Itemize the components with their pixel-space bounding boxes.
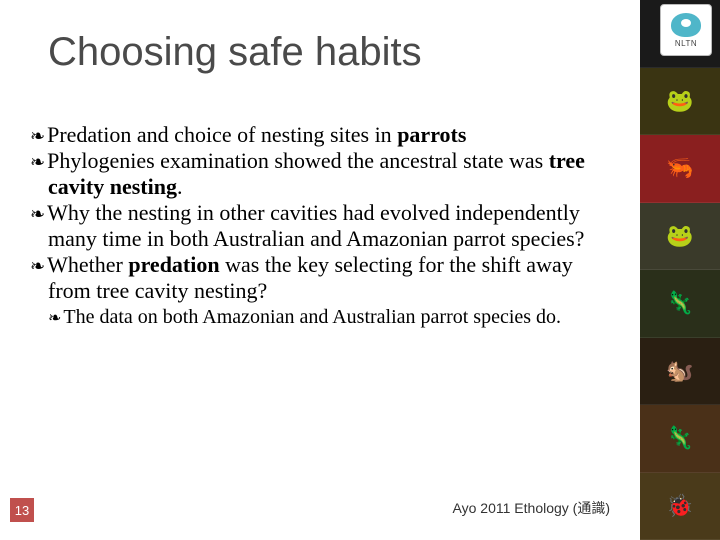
slide: NLTN 🐸🦐🐸🦎🐿️🦎🐞 Choosing safe habits Preda… xyxy=(0,0,720,540)
slide-title: Choosing safe habits xyxy=(48,30,422,75)
sidebar-tile: 🦎 xyxy=(640,405,720,473)
bird-icon xyxy=(671,13,701,37)
bullet-item: Why the nesting in other cavities had ev… xyxy=(30,200,590,252)
logo-text: NLTN xyxy=(675,39,697,48)
sub-bullet-item: The data on both Amazonian and Australia… xyxy=(30,306,590,330)
page-number: 13 xyxy=(10,498,34,522)
footer-text: Ayo 2011 Ethology (通識) xyxy=(453,498,610,518)
logo-badge: NLTN xyxy=(660,4,712,56)
sidebar-tile: 🦐 xyxy=(640,135,720,203)
sidebar-tile: 🐞 xyxy=(640,473,720,540)
sidebar-tile: 🐿️ xyxy=(640,338,720,406)
bullet-item: Phylogenies examination showed the ances… xyxy=(30,148,590,200)
slide-body: Predation and choice of nesting sites in… xyxy=(30,122,590,329)
sidebar-tile: 🦎 xyxy=(640,270,720,338)
bullet-item: Predation and choice of nesting sites in… xyxy=(30,122,590,148)
image-sidebar: 🐸🦐🐸🦎🐿️🦎🐞 xyxy=(640,0,720,540)
sidebar-tile: 🐸 xyxy=(640,203,720,271)
sidebar-tile: 🐸 xyxy=(640,68,720,136)
bullet-item: Whether predation was the key selecting … xyxy=(30,252,590,304)
